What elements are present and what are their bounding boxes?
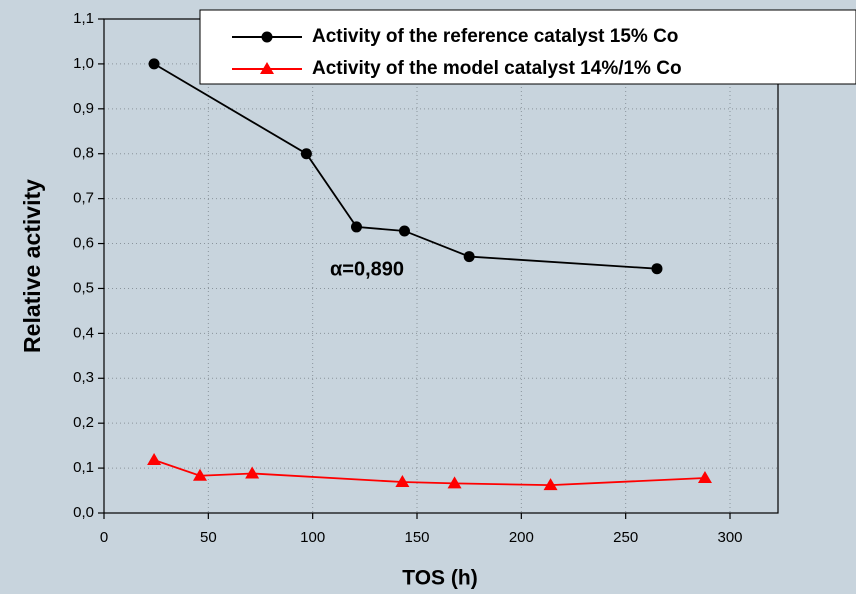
point: [245, 466, 260, 479]
y-tick-label: 0,8: [73, 145, 94, 162]
legend-label: Activity of the reference catalyst 15% C…: [312, 26, 678, 47]
x-tick-label: 50: [200, 529, 217, 546]
y-tick-label: 0,9: [73, 100, 94, 117]
x-tick-label: 300: [717, 529, 742, 546]
point: [300, 148, 312, 160]
x-tick-label: 200: [509, 529, 534, 546]
point: [651, 263, 663, 275]
y-tick-label: 0,0: [73, 504, 94, 521]
y-tick-label: 0,3: [73, 369, 94, 386]
legend-box: [199, 9, 856, 85]
y-tick-label: 0,6: [73, 235, 94, 252]
legend-marker: [260, 62, 274, 74]
series-line: [153, 63, 658, 270]
x-tick-label: 150: [404, 529, 429, 546]
point: [192, 468, 207, 481]
legend-label: Activity of the model catalyst 14%/1% Co: [312, 58, 682, 79]
series-line: [153, 459, 706, 487]
point: [543, 478, 558, 491]
point: [398, 225, 410, 237]
point: [395, 475, 410, 488]
legend: Activity of the reference catalyst 15% C…: [199, 9, 856, 85]
point: [447, 476, 462, 489]
y-tick-label: 0,2: [73, 414, 94, 431]
legend-marker: [261, 31, 273, 43]
point: [147, 453, 162, 466]
x-axis-label: TOS (h): [402, 567, 477, 590]
annotation: α=0,890: [330, 258, 404, 280]
point: [697, 470, 712, 483]
y-tick-label: 1,0: [73, 55, 94, 72]
y-tick-label: 0,7: [73, 190, 94, 207]
y-tick-label: 0,4: [73, 324, 94, 341]
y-tick-label: 0,1: [73, 459, 94, 476]
y-tick-label: 0,5: [73, 279, 94, 296]
y-axis-label: Relative activity: [19, 179, 45, 353]
x-tick-label: 0: [100, 529, 108, 546]
point: [463, 251, 475, 263]
point: [148, 58, 160, 70]
point: [350, 221, 362, 233]
y-tick-label: 1,1: [73, 10, 94, 27]
x-tick-label: 250: [613, 529, 638, 546]
x-tick-label: 100: [300, 529, 325, 546]
